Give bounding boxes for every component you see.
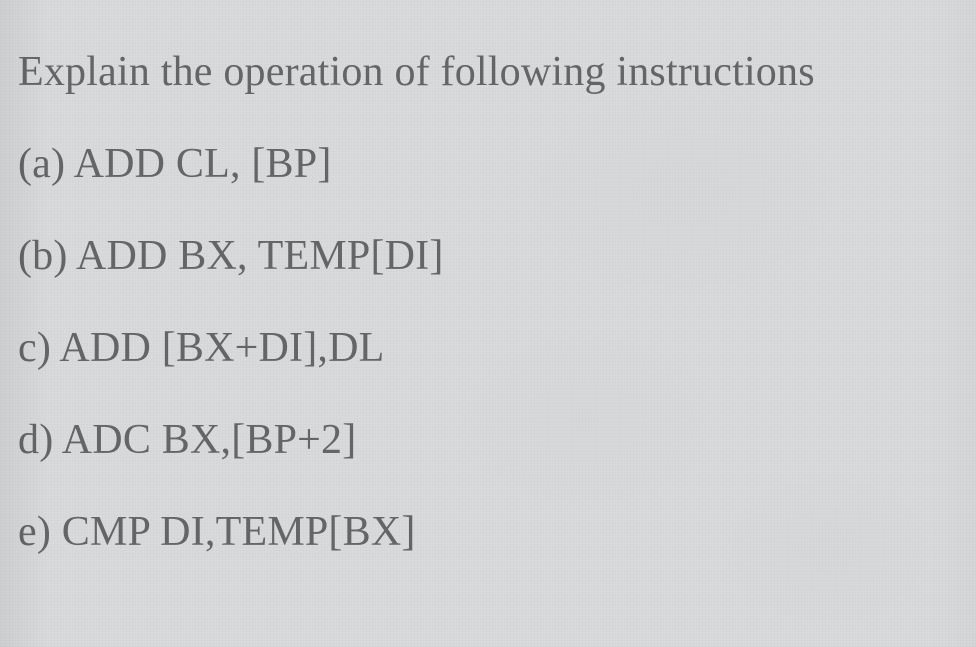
list-item: c) ADD [BX+DI],DL <box>18 324 958 372</box>
list-item: (b) ADD BX, TEMP[DI] <box>18 232 958 280</box>
list-item: e) CMP DI,TEMP[BX] <box>18 508 958 556</box>
question-heading: Explain the operation of following instr… <box>18 48 958 96</box>
instruction-list: (a) ADD CL, [BP] (b) ADD BX, TEMP[DI] c)… <box>18 140 958 556</box>
list-item: (a) ADD CL, [BP] <box>18 140 958 188</box>
list-item: d) ADC BX,[BP+2] <box>18 416 958 464</box>
